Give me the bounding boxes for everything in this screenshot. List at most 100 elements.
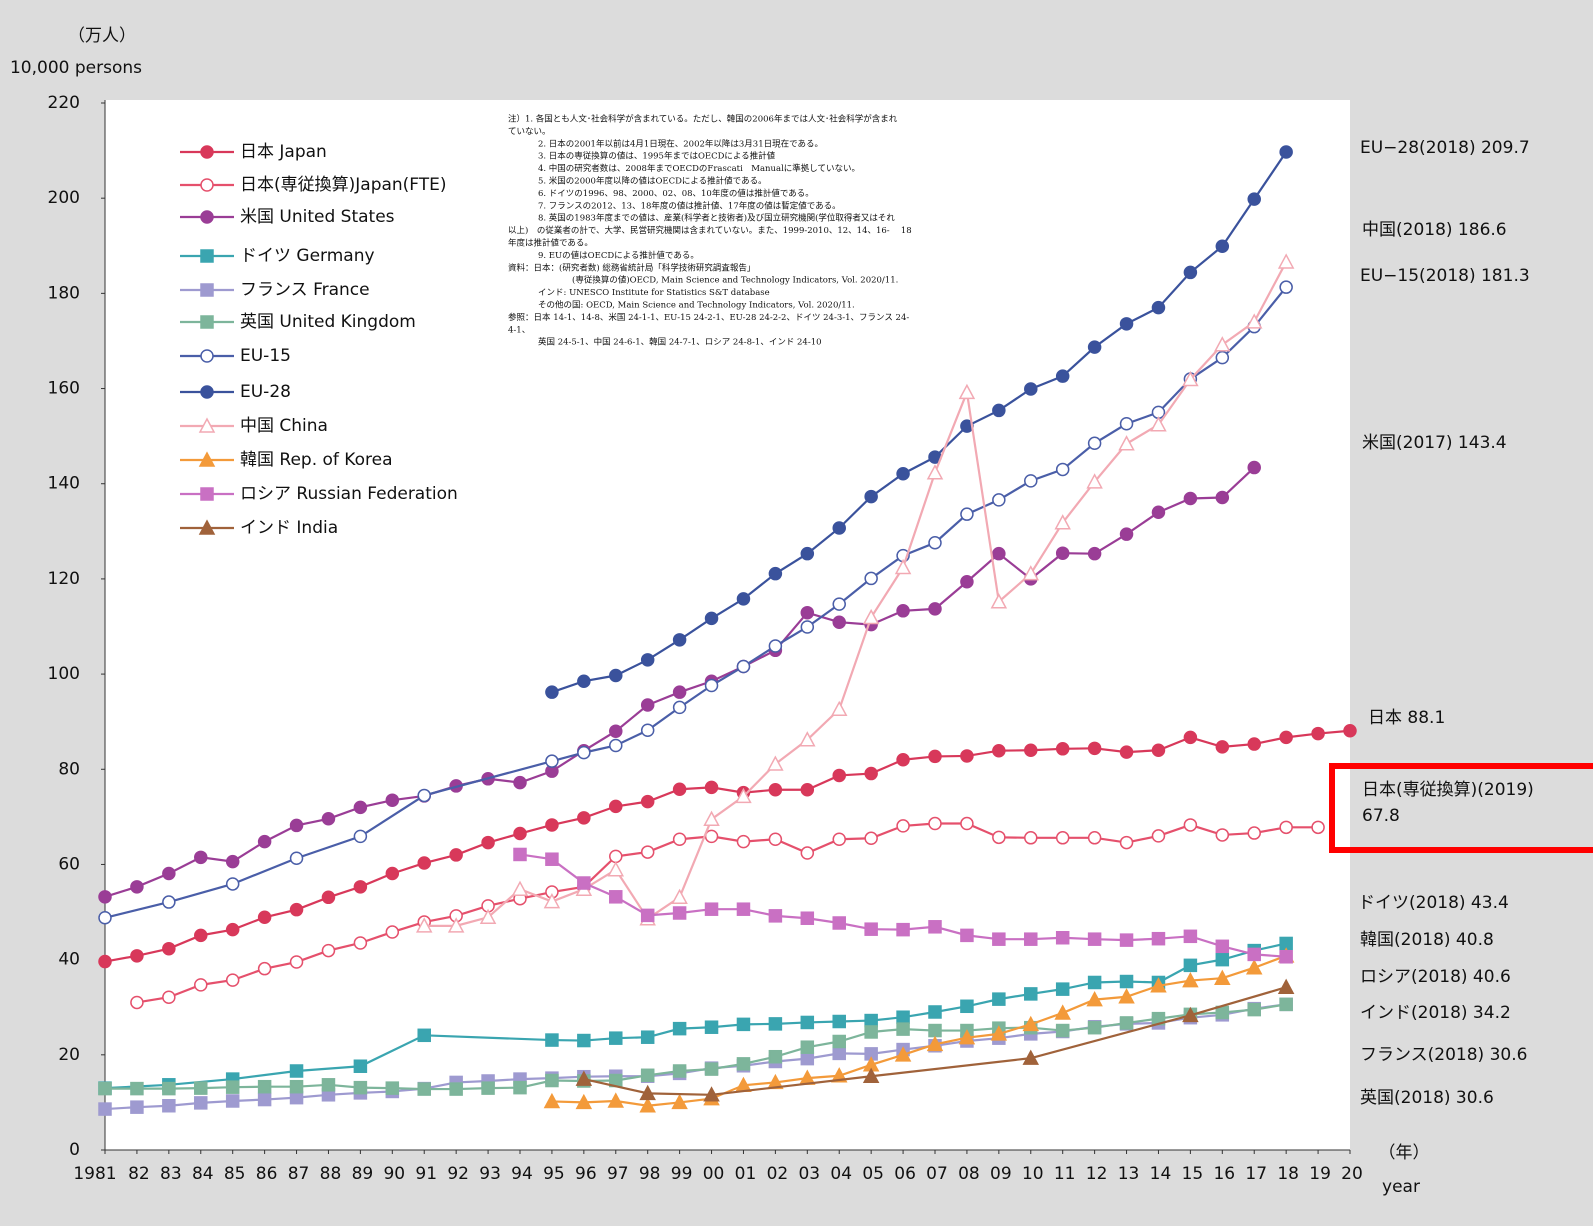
y-tick-label: 160	[48, 379, 80, 399]
data-point	[321, 812, 336, 826]
data-point	[1215, 740, 1230, 754]
data-point	[640, 698, 655, 712]
data-point	[864, 571, 878, 586]
legend-marker	[200, 385, 214, 399]
data-point	[321, 890, 336, 905]
legend-label: 英国 United Kingdom	[240, 312, 416, 332]
data-point	[736, 659, 751, 674]
data-point	[672, 782, 687, 797]
data-point	[513, 1080, 527, 1095]
series-line	[104, 729, 1351, 963]
note-line: 年度は推計値である。	[508, 238, 593, 249]
data-point	[513, 826, 527, 841]
y-tick-label: 40	[58, 950, 80, 970]
data-point	[639, 1097, 656, 1113]
data-point	[800, 911, 815, 925]
data-point	[960, 507, 974, 521]
data-point	[1151, 931, 1166, 946]
data-point	[960, 999, 974, 1014]
x-tick-label: 00	[703, 1164, 725, 1184]
data-point	[1183, 958, 1198, 973]
data-point	[768, 639, 783, 653]
y-unit: （万人）	[68, 26, 136, 46]
data-point	[1279, 820, 1293, 835]
data-point	[672, 832, 687, 846]
data-point	[800, 605, 815, 620]
data-point	[896, 1022, 910, 1036]
data-point	[1087, 975, 1102, 990]
annotation: 米国(2017) 143.4	[1362, 433, 1507, 453]
x-tick-label: 95	[543, 1164, 565, 1184]
data-point	[545, 1033, 559, 1047]
data-point	[609, 724, 623, 738]
x-tick-label: 88	[320, 1164, 342, 1184]
data-point	[577, 674, 591, 688]
legend-marker	[200, 145, 214, 159]
note-line: 以上) の従業者の計で、大学、民営研究機関は含まれていない。また、1999-20…	[508, 225, 912, 236]
data-point	[928, 1023, 942, 1038]
data-point	[1119, 527, 1134, 541]
data-point	[1215, 239, 1230, 253]
data-point	[1087, 436, 1102, 451]
data-point	[928, 920, 942, 934]
data-point	[926, 1035, 944, 1052]
note-line: 7. フランスの2012、13、18年度の値は推計値、17年度の値は暫定値である…	[538, 200, 841, 211]
data-point	[1086, 991, 1103, 1007]
x-tick-label: 11	[1054, 1164, 1076, 1184]
data-point	[289, 955, 304, 969]
data-point	[832, 597, 846, 611]
data-point	[417, 1082, 431, 1096]
legend-label: EU-28	[240, 382, 291, 402]
data-point	[1279, 997, 1293, 1012]
data-point	[607, 1092, 625, 1108]
data-point	[225, 877, 240, 891]
data-point	[1055, 742, 1070, 756]
data-point	[1119, 317, 1134, 331]
data-point	[1183, 730, 1198, 745]
data-point	[449, 1082, 463, 1096]
data-point	[385, 866, 400, 881]
data-point	[832, 1046, 846, 1061]
data-point	[194, 928, 208, 943]
data-point	[162, 990, 176, 1004]
data-point	[958, 1029, 976, 1045]
annotation: 英国(2018) 30.6	[1360, 1088, 1494, 1108]
data-point	[639, 1084, 656, 1101]
data-point	[607, 861, 625, 877]
data-point	[736, 1017, 751, 1032]
legend-label: インド India	[240, 518, 338, 538]
data-point	[672, 1064, 687, 1078]
legend-marker	[200, 178, 214, 192]
legend-label: ドイツ Germany	[240, 246, 375, 266]
data-point	[225, 922, 240, 937]
series-line	[424, 261, 1288, 927]
data-point	[640, 723, 655, 737]
data-point	[1151, 829, 1166, 843]
data-point	[768, 1049, 783, 1064]
data-point	[672, 906, 687, 920]
legend-marker	[200, 210, 214, 224]
data-point	[864, 489, 878, 504]
legend-label: 韓国 Rep. of Korea	[240, 450, 393, 470]
data-point	[353, 936, 368, 950]
data-point	[896, 922, 910, 937]
data-point	[1214, 336, 1231, 352]
data-point	[832, 832, 846, 846]
data-point	[1182, 971, 1199, 988]
data-point	[1215, 939, 1230, 954]
data-point	[1119, 417, 1134, 431]
data-point	[1215, 828, 1230, 842]
annotation: EU−28(2018) 209.7	[1360, 138, 1530, 158]
data-point	[800, 846, 815, 860]
data-point	[609, 1031, 623, 1045]
data-point	[640, 845, 655, 859]
data-point	[1086, 473, 1103, 489]
data-point	[225, 1094, 240, 1108]
plot-area	[105, 100, 1350, 1150]
data-point	[703, 810, 720, 826]
data-point	[1024, 831, 1038, 845]
x-tick-label: 03	[798, 1164, 820, 1184]
data-point	[1151, 300, 1166, 315]
data-point	[1054, 514, 1071, 530]
data-point	[162, 895, 176, 909]
